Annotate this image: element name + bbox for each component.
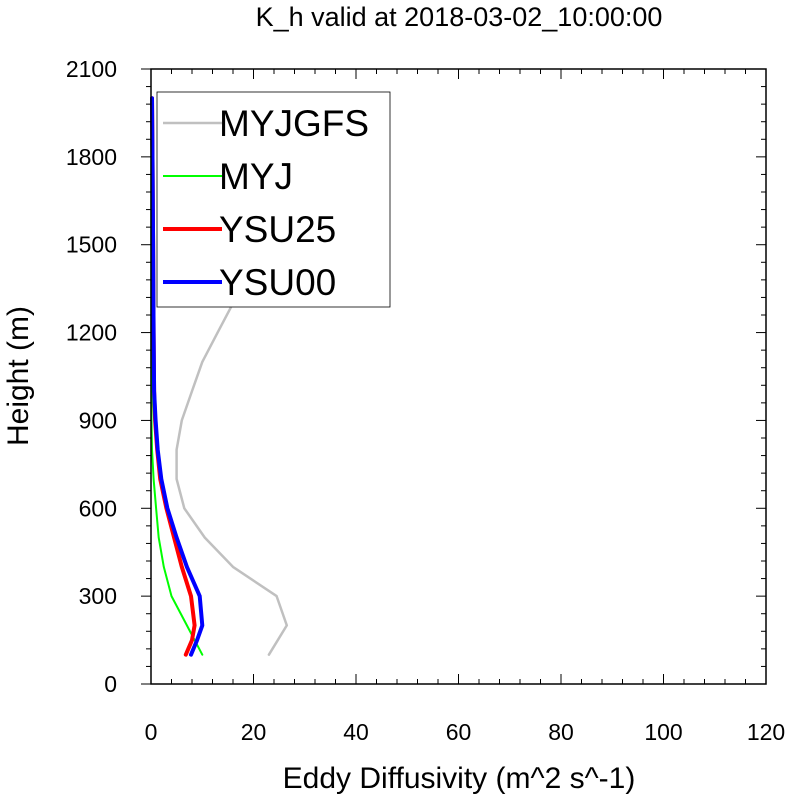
x-tick-label: 0	[145, 719, 158, 745]
y-tick-label: 900	[79, 407, 117, 433]
x-tick-label: 80	[548, 719, 574, 745]
y-tick-label: 300	[79, 583, 117, 609]
legend-box	[156, 91, 391, 308]
y-tick-label: 0	[104, 671, 117, 697]
x-tick-label: 120	[747, 719, 785, 745]
legend: MYJGFS MYJ YSU25 YSU00	[156, 91, 391, 308]
y-tick-label: 2100	[66, 56, 117, 82]
y-axis-label: Height (m)	[2, 306, 35, 446]
series-line-ysu00	[150, 96, 205, 657]
x-tick-label: 20	[241, 719, 267, 745]
y-tick-label: 600	[79, 495, 117, 521]
x-tick-label: 60	[446, 719, 472, 745]
x-axis-label: Eddy Diffusivity (m^2 s^-1)	[283, 762, 636, 795]
legend-label-myj: MYJ	[219, 156, 293, 197]
legend-label-myjgfs: MYJGFS	[219, 103, 369, 144]
legend-label-ysu25: YSU25	[219, 209, 336, 250]
y-tick-label: 1800	[66, 144, 117, 170]
x-tick-label: 40	[343, 719, 369, 745]
chart-title: K_h valid at 2018-03-02_10:00:00	[256, 2, 663, 32]
x-tick-label: 100	[644, 719, 682, 745]
y-tick-label: 1500	[66, 232, 117, 258]
plot-frame	[150, 68, 767, 685]
y-tick-label: 1200	[66, 320, 117, 346]
legend-label-ysu00: YSU00	[219, 262, 336, 303]
